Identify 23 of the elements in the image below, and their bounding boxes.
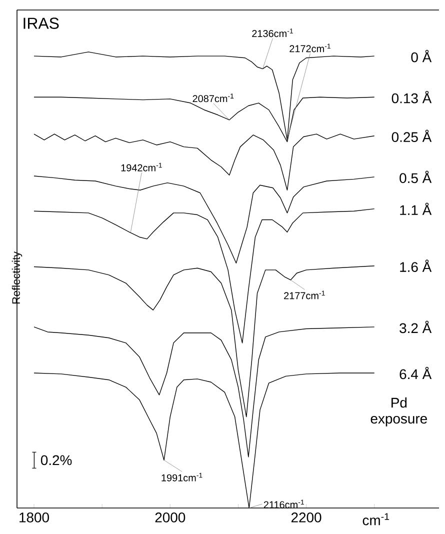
annotation: 2177cm$^{-1}$ [284, 290, 325, 300]
series-label: 0.25 Å [392, 130, 432, 142]
x-tick-label: 1800 [20, 512, 49, 522]
x-tick-label: 2000 [155, 512, 186, 522]
y-axis-title: Reflectivity [12, 252, 22, 304]
annotation: Pd exposure [370, 397, 427, 426]
annotation: 0.2% [40, 455, 72, 466]
series-label: 6.4 Å [400, 366, 432, 380]
chart-title: IRAS [24, 18, 59, 29]
annotation: 2087cm$^{-1}$ [192, 94, 234, 102]
annotation: 2172cm$^{-1}$ [290, 44, 330, 52]
x-axis-title: cm$^{-1}$ [362, 513, 390, 526]
series-label: 1.1 Å [400, 202, 432, 215]
series-label: 0.13 Å [392, 90, 432, 104]
series-label: 1.6 Å [400, 260, 432, 272]
annotation: 2116cm$^{-1}$ [264, 500, 304, 508]
annotation: 1991cm$^{-1}$ [162, 472, 202, 482]
series-label: 3.2 Å [400, 320, 432, 334]
x-tick-label: 2200 [291, 512, 322, 522]
series-label: 0.5 Å [400, 170, 432, 184]
text: 0 Å [411, 50, 432, 62]
annotation: 2136cm$^{-1}$ [252, 28, 293, 38]
annotation: 1942cm$^{-1}$ [121, 162, 162, 172]
